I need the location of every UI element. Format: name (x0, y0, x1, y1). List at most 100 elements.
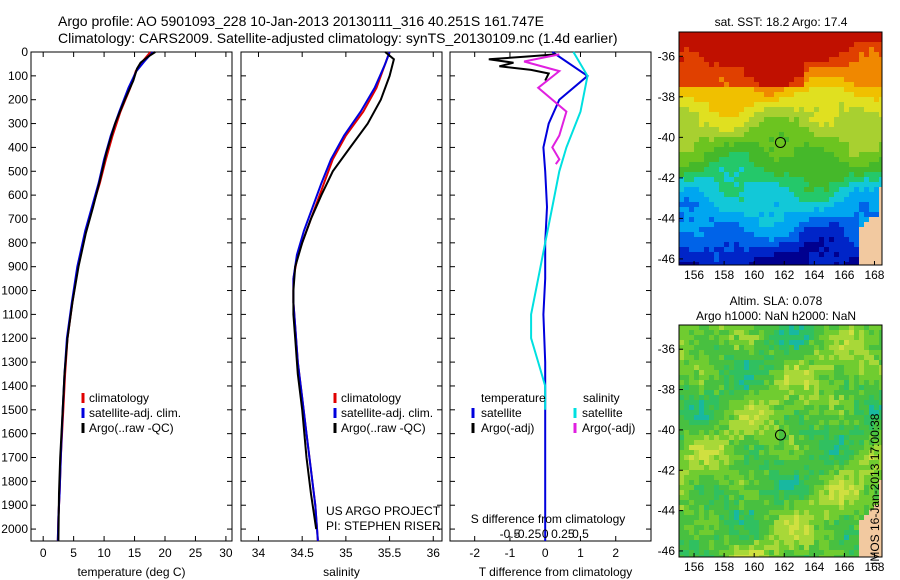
map-cell (689, 365, 694, 370)
map-cell (814, 57, 819, 62)
map-cell (699, 227, 704, 232)
map-cell (814, 77, 819, 82)
map-cell (704, 237, 709, 242)
map-cell (769, 257, 774, 262)
map-cell (724, 455, 729, 460)
map-cell (814, 242, 819, 247)
map-cell (789, 202, 794, 207)
map-cell (749, 535, 754, 540)
map-cell (829, 555, 834, 557)
map-cell (764, 465, 769, 470)
map-cell (844, 400, 849, 405)
map-cell (764, 555, 769, 557)
map-cell (859, 107, 864, 112)
map-cell (819, 152, 824, 157)
map-cell (879, 505, 882, 510)
map-cell (879, 242, 882, 247)
map-cell (849, 132, 854, 137)
map-cell (749, 400, 754, 405)
map-cell (744, 172, 749, 177)
map-cell (704, 202, 709, 207)
map-cell (829, 177, 834, 182)
map-cell (699, 555, 704, 557)
map-cell (729, 257, 734, 262)
map-cell (804, 555, 809, 557)
map-cell (879, 510, 882, 515)
map-cell (679, 500, 684, 505)
map-cell (734, 112, 739, 117)
map-cell (729, 325, 734, 330)
map-cell (724, 480, 729, 485)
map-cell (849, 62, 854, 67)
map-cell (684, 192, 689, 197)
map-cell (694, 57, 699, 62)
map-cell (739, 97, 744, 102)
legend-label: satellite-adj. clim. (341, 406, 433, 420)
map-cell (829, 142, 834, 147)
x-tick-label: 1 (577, 546, 584, 560)
map-cell (789, 187, 794, 192)
map-cell (729, 335, 734, 340)
map-cell (794, 117, 799, 122)
map-cell (879, 132, 882, 137)
map-cell (684, 142, 689, 147)
map-cell (869, 137, 874, 142)
map-cell (854, 252, 859, 257)
map-cell (684, 350, 689, 355)
map-cell (859, 162, 864, 167)
map-cell (779, 262, 784, 265)
map-cell (699, 137, 704, 142)
map-cell (804, 102, 809, 107)
map-cell (859, 360, 864, 365)
map-cell (709, 177, 714, 182)
map-cell (844, 52, 849, 57)
map-cell (784, 505, 789, 510)
map-cell (684, 390, 689, 395)
map-cell (689, 122, 694, 127)
map-cell (804, 117, 809, 122)
map-cell (789, 485, 794, 490)
map-cell (769, 405, 774, 410)
map-cell (709, 435, 714, 440)
map-cell (829, 32, 834, 37)
map-cell (684, 495, 689, 500)
map-cell (744, 192, 749, 197)
map-cell (804, 385, 809, 390)
map-cell (709, 345, 714, 350)
map-cell (869, 545, 874, 550)
map-cell (829, 162, 834, 167)
map-cell (844, 375, 849, 380)
map-cell (789, 222, 794, 227)
map-cell (729, 485, 734, 490)
map-cell (779, 335, 784, 340)
map-cell (724, 262, 729, 265)
map-cell (689, 57, 694, 62)
map-cell (684, 340, 689, 345)
map-cell (799, 237, 804, 242)
map-cell (744, 62, 749, 67)
map-cell (704, 330, 709, 335)
y-tick-label: 1800 (1, 474, 28, 488)
map-cell (829, 227, 834, 232)
map-cell (809, 475, 814, 480)
map-x-tick-label: 158 (714, 560, 734, 574)
map-cell (739, 237, 744, 242)
map-cell (734, 57, 739, 62)
map-cell (699, 32, 704, 37)
map-cell (834, 410, 839, 415)
map-cell (679, 365, 684, 370)
map-cell (804, 345, 809, 350)
map-cell (714, 400, 719, 405)
map-cell (849, 212, 854, 217)
map-cell (769, 365, 774, 370)
map-cell (694, 450, 699, 455)
map-cell (874, 325, 879, 330)
map-cell (694, 470, 699, 475)
map-cell (874, 430, 879, 435)
map-cell (759, 102, 764, 107)
map-cell (739, 360, 744, 365)
map-cell (839, 52, 844, 57)
map-cell (814, 147, 819, 152)
map-cell (859, 555, 864, 557)
map-cell (854, 102, 859, 107)
